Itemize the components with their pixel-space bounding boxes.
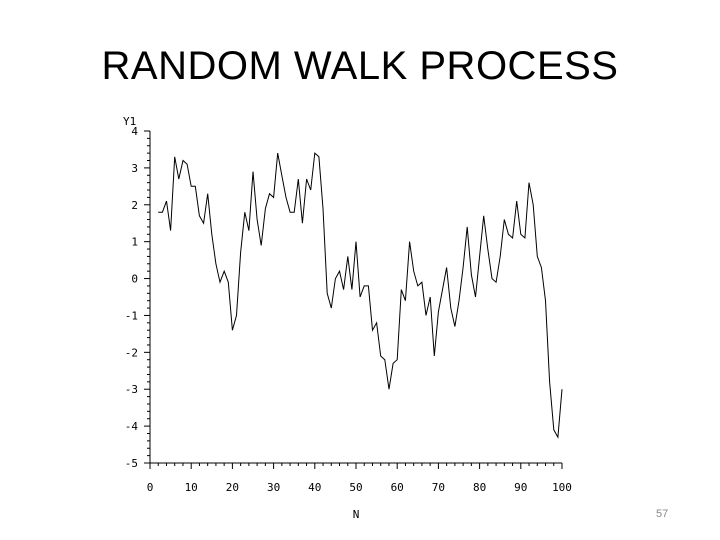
series-line: [158, 152, 563, 439]
x-tick-label: 40: [308, 481, 321, 494]
chart-ticks: [144, 130, 563, 469]
x-tick-label: 10: [185, 481, 198, 494]
x-tick-label: 50: [349, 481, 362, 494]
x-tick-label: 100: [552, 481, 572, 494]
y-tick-label: -2: [125, 346, 138, 359]
slide-title: RANDOM WALK PROCESS: [101, 44, 619, 88]
y-tick-label: -1: [125, 309, 138, 322]
y-tick-label: 3: [131, 162, 138, 175]
y-tick-label: 1: [131, 236, 138, 249]
x-tick-label: 90: [514, 481, 527, 494]
y-tick-label: -4: [125, 420, 139, 433]
chart-axes: [149, 131, 562, 464]
x-tick-label: 60: [391, 481, 404, 494]
x-tick-label: 30: [267, 481, 280, 494]
y-tick-label: 2: [131, 199, 138, 212]
x-axis-label: N: [353, 508, 360, 521]
page-number: 57: [656, 508, 669, 520]
x-tick-label: 70: [432, 481, 445, 494]
chart-series: [158, 152, 563, 439]
x-tick-label: 80: [473, 481, 486, 494]
x-tick-label: 0: [147, 481, 154, 494]
y-tick-label: -3: [125, 383, 138, 396]
y-axis-label: Y1: [123, 115, 136, 128]
y-tick-label: 4: [131, 125, 138, 138]
y-tick-label: 0: [131, 273, 138, 286]
x-tick-label: 20: [226, 481, 239, 494]
y-tick-label: -5: [125, 457, 138, 470]
